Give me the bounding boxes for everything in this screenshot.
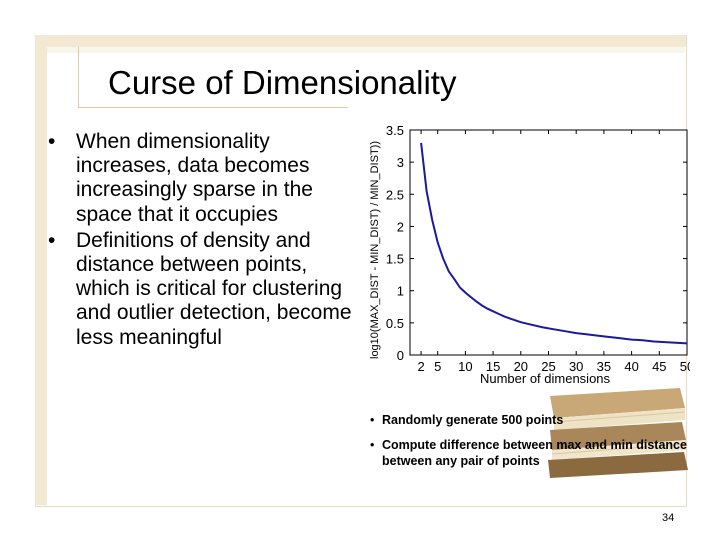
- x-tick-label: 30: [569, 359, 583, 374]
- bullet-item: • When dimensionality increases, data be…: [48, 130, 353, 227]
- series-line: [420, 142, 688, 345]
- dimensionality-chart: 00.511.522.533.525101520253035404550 log…: [369, 123, 690, 386]
- y-tick-label: 3.5: [386, 123, 404, 138]
- x-tick-label: 45: [652, 359, 666, 374]
- books-illustration: [548, 388, 688, 478]
- frame-left-band: [35, 35, 47, 505]
- y-tick-label: 0: [397, 348, 404, 363]
- title-rule-vertical: [78, 47, 79, 107]
- page-number: 34: [662, 512, 675, 524]
- y-axis-label: log10(MAX_DIST - MIN_DIST) / MIN_DIST)): [369, 141, 381, 359]
- y-tick-label: 1: [397, 284, 404, 299]
- note-item: • Randomly generate 500 points: [370, 412, 690, 428]
- y-tick-label: 3: [397, 155, 404, 170]
- x-tick-label: 35: [597, 359, 611, 374]
- slide-title: Curse of Dimensionality: [108, 64, 457, 101]
- frame-top-band: [35, 35, 686, 47]
- y-tick-label: 2.5: [386, 187, 404, 202]
- note-bullet: •: [370, 413, 375, 427]
- y-tick-label: 1.5: [386, 252, 404, 267]
- x-tick-label: 20: [514, 359, 528, 374]
- note-item: • Compute difference between max and min…: [370, 437, 690, 469]
- x-tick-label: 5: [434, 359, 441, 374]
- x-tick-label: 15: [486, 359, 500, 374]
- title-rule: [78, 107, 348, 108]
- bullet-text: Definitions of density and distance betw…: [76, 228, 352, 349]
- x-tick-label: 40: [624, 359, 638, 374]
- x-tick-label: 10: [458, 359, 472, 374]
- plot-frame: [409, 129, 688, 356]
- bullet-dot: •: [48, 228, 56, 252]
- x-tick-label: 2: [417, 359, 424, 374]
- note-bullet: •: [370, 438, 375, 452]
- bullet-item: • Definitions of density and distance be…: [48, 229, 353, 350]
- books-icon: [548, 388, 688, 478]
- bullet-list: • When dimensionality increases, data be…: [48, 130, 353, 352]
- bullet-text: When dimensionality increases, data beco…: [76, 130, 313, 226]
- x-tick-label: 25: [541, 359, 555, 374]
- x-axis-label: Number of dimensions: [480, 371, 611, 386]
- y-tick-label: 2: [397, 219, 404, 234]
- plot-area: 00.511.522.533.525101520253035404550: [386, 123, 690, 374]
- note-text: Compute difference between max and min d…: [382, 438, 687, 468]
- note-text: Randomly generate 500 points: [382, 413, 564, 427]
- frame-inner-band: [47, 47, 685, 53]
- notes: • Randomly generate 500 points • Compute…: [370, 412, 690, 478]
- y-tick-label: 0.5: [386, 316, 404, 331]
- bullet-dot: •: [48, 130, 56, 153]
- x-tick-label: 50: [680, 359, 690, 374]
